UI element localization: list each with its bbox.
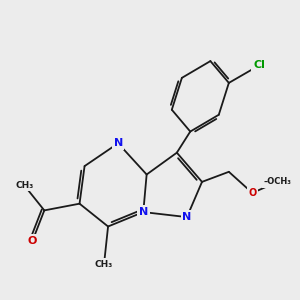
Text: N: N [113,138,123,148]
Text: N: N [182,212,191,222]
Text: –OCH₃: –OCH₃ [264,177,291,186]
Text: CH₃: CH₃ [95,260,113,268]
Text: Cl: Cl [253,60,265,70]
Text: O: O [28,236,37,246]
Text: CH₃: CH₃ [15,181,33,190]
Text: O: O [248,188,256,198]
Text: N: N [139,207,148,217]
